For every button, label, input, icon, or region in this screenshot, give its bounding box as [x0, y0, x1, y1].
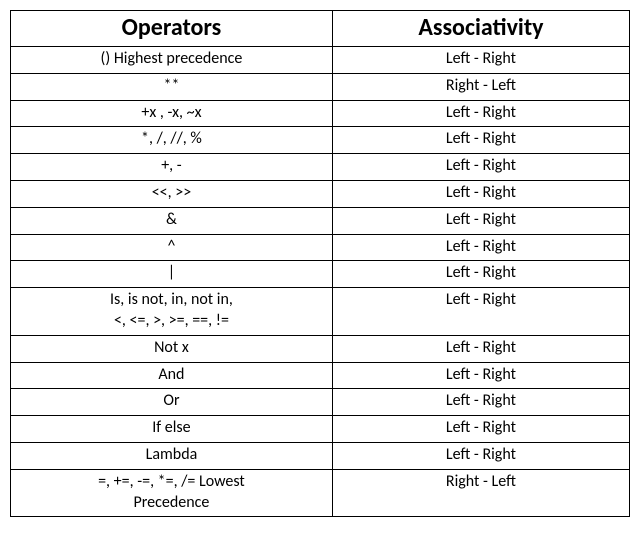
table-row: ^ Left - Right [11, 234, 630, 261]
cell-associativity: Left - Right [332, 335, 629, 362]
cell-associativity: Left - Right [332, 154, 629, 181]
cell-operator: | [11, 261, 333, 288]
cell-associativity: Left - Right [332, 180, 629, 207]
precedence-table: Operators Associativity () Highest prece… [10, 10, 630, 517]
cell-associativity: Left - Right [332, 288, 629, 336]
cell-operator: +, - [11, 154, 333, 181]
table-row: Is, is not, in, not in,<, <=, >, >=, ==,… [11, 288, 630, 336]
cell-operator: And [11, 362, 333, 389]
table-row: <<, >> Left - Right [11, 180, 630, 207]
cell-associativity: Left - Right [332, 207, 629, 234]
cell-associativity: Left - Right [332, 47, 629, 74]
table-row: If else Left - Right [11, 416, 630, 443]
cell-associativity: Right - Left [332, 469, 629, 517]
cell-operator: () Highest precedence [11, 47, 333, 74]
table-row: | Left - Right [11, 261, 630, 288]
table-row: Lambda Left - Right [11, 442, 630, 469]
cell-associativity: Left - Right [332, 362, 629, 389]
table-row: *, /, //, % Left - Right [11, 127, 630, 154]
table-row: ** Right - Left [11, 73, 630, 100]
cell-operator: Or [11, 389, 333, 416]
cell-operator: Lambda [11, 442, 333, 469]
table-row: =, +=, -=, *=, /= LowestPrecedence Right… [11, 469, 630, 517]
table-row: & Left - Right [11, 207, 630, 234]
cell-operator: *, /, //, % [11, 127, 333, 154]
cell-operator: & [11, 207, 333, 234]
table-row: Or Left - Right [11, 389, 630, 416]
table-row: +, - Left - Right [11, 154, 630, 181]
header-operators: Operators [11, 11, 333, 47]
cell-associativity: Left - Right [332, 389, 629, 416]
table-body: () Highest precedence Left - Right ** Ri… [11, 47, 630, 517]
table-row: () Highest precedence Left - Right [11, 47, 630, 74]
cell-associativity: Left - Right [332, 442, 629, 469]
cell-operator: =, +=, -=, *=, /= LowestPrecedence [11, 469, 333, 517]
cell-associativity: Left - Right [332, 100, 629, 127]
table-row: And Left - Right [11, 362, 630, 389]
header-row: Operators Associativity [11, 11, 630, 47]
cell-operator: ** [11, 73, 333, 100]
table-row: Not x Left - Right [11, 335, 630, 362]
cell-operator: +x , -x, ~x [11, 100, 333, 127]
cell-associativity: Left - Right [332, 127, 629, 154]
table-row: +x , -x, ~x Left - Right [11, 100, 630, 127]
cell-associativity: Left - Right [332, 416, 629, 443]
header-associativity: Associativity [332, 11, 629, 47]
cell-operator: Is, is not, in, not in,<, <=, >, >=, ==,… [11, 288, 333, 336]
cell-associativity: Right - Left [332, 73, 629, 100]
cell-operator: If else [11, 416, 333, 443]
cell-associativity: Left - Right [332, 234, 629, 261]
cell-associativity: Left - Right [332, 261, 629, 288]
cell-operator: Not x [11, 335, 333, 362]
cell-operator: <<, >> [11, 180, 333, 207]
cell-operator: ^ [11, 234, 333, 261]
